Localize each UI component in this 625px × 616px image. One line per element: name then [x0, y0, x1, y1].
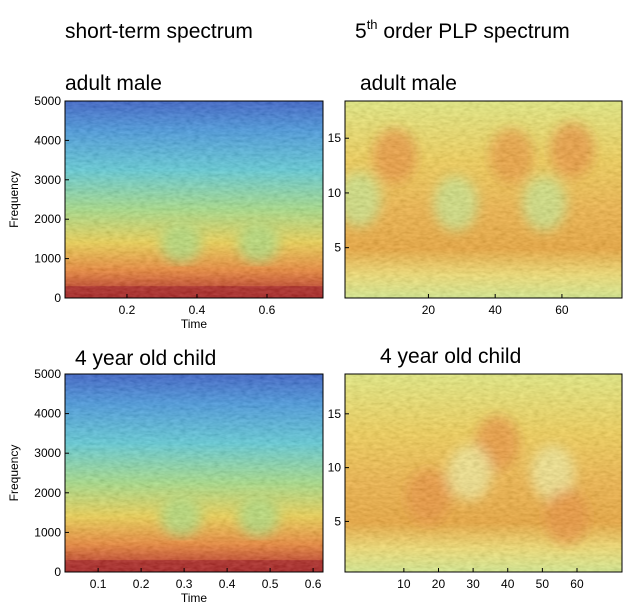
y-tick-label: 15 [328, 407, 342, 421]
title-superscript: th [367, 17, 378, 32]
x-tick-label: 40 [501, 577, 515, 591]
heatmap-noise [345, 101, 622, 298]
heatmap-noise [65, 374, 323, 572]
y-axis-label: Frequency [7, 171, 21, 228]
y-tick-label: 4000 [34, 133, 61, 147]
x-tick-label: 10 [397, 577, 411, 591]
y-tick-label: 3000 [34, 173, 61, 187]
x-tick-label: 0.6 [305, 577, 322, 591]
y-tick-label: 5000 [34, 94, 61, 108]
x-tick-label: 40 [489, 303, 503, 317]
y-tick-label: 2000 [34, 212, 61, 226]
x-tick-label: 0.1 [90, 577, 107, 591]
column-title: 5th order PLP spectrum [355, 17, 570, 43]
y-axis-label: Frequency [7, 445, 21, 502]
y-tick-label: 0 [54, 565, 61, 579]
plot-frame [344, 373, 623, 573]
y-tick-label: 10 [328, 461, 342, 475]
y-tick-label: 4000 [34, 407, 61, 421]
heatmap-image [345, 374, 622, 572]
x-axis-label: Time [181, 591, 208, 605]
heatmap-layer [345, 374, 622, 572]
y-tick-label: 15 [328, 131, 342, 145]
column-title: short-term spectrum [65, 20, 253, 43]
plot-frame [64, 100, 324, 299]
x-tick-label: 0.4 [219, 577, 236, 591]
x-axis-label: Time [181, 317, 208, 331]
x-tick-label: 50 [536, 577, 550, 591]
plot-frame [344, 100, 623, 299]
heatmap-noise [65, 101, 323, 298]
y-tick-label: 3000 [34, 446, 61, 460]
x-tick-label: 60 [555, 303, 569, 317]
title-rest: order PLP spectrum [378, 20, 570, 43]
heatmap-image [345, 101, 622, 298]
panel-title: 4 year old child [380, 345, 521, 368]
x-tick-label: 0.2 [133, 577, 150, 591]
y-tick-label: 0 [54, 291, 61, 305]
heatmap-layer [65, 101, 323, 298]
heatmap-image [65, 374, 323, 572]
x-tick-label: 60 [570, 577, 584, 591]
heatmap-layer [65, 374, 323, 572]
x-tick-label: 0.6 [259, 303, 276, 317]
x-tick-label: 0.3 [176, 577, 193, 591]
y-tick-label: 10 [328, 186, 342, 200]
title-number: 5 [355, 20, 367, 43]
heatmap-layer [345, 101, 622, 298]
heatmap-image [65, 101, 323, 298]
y-tick-label: 5000 [34, 367, 61, 381]
x-tick-label: 0.2 [119, 303, 136, 317]
plot-frame [64, 373, 324, 573]
x-tick-label: 20 [422, 303, 436, 317]
x-tick-label: 30 [466, 577, 480, 591]
y-tick-label: 1000 [34, 525, 61, 539]
y-tick-label: 5 [334, 514, 341, 528]
x-tick-label: 20 [432, 577, 446, 591]
x-tick-label: 0.4 [189, 303, 206, 317]
y-tick-label: 1000 [34, 252, 61, 266]
y-tick-label: 2000 [34, 486, 61, 500]
panel-title: 4 year old child [75, 347, 216, 370]
panel-title: adult male [65, 72, 162, 95]
heatmap-noise [345, 374, 622, 572]
y-tick-label: 5 [334, 241, 341, 255]
panel-title: adult male [360, 72, 457, 95]
x-tick-label: 0.5 [262, 577, 279, 591]
